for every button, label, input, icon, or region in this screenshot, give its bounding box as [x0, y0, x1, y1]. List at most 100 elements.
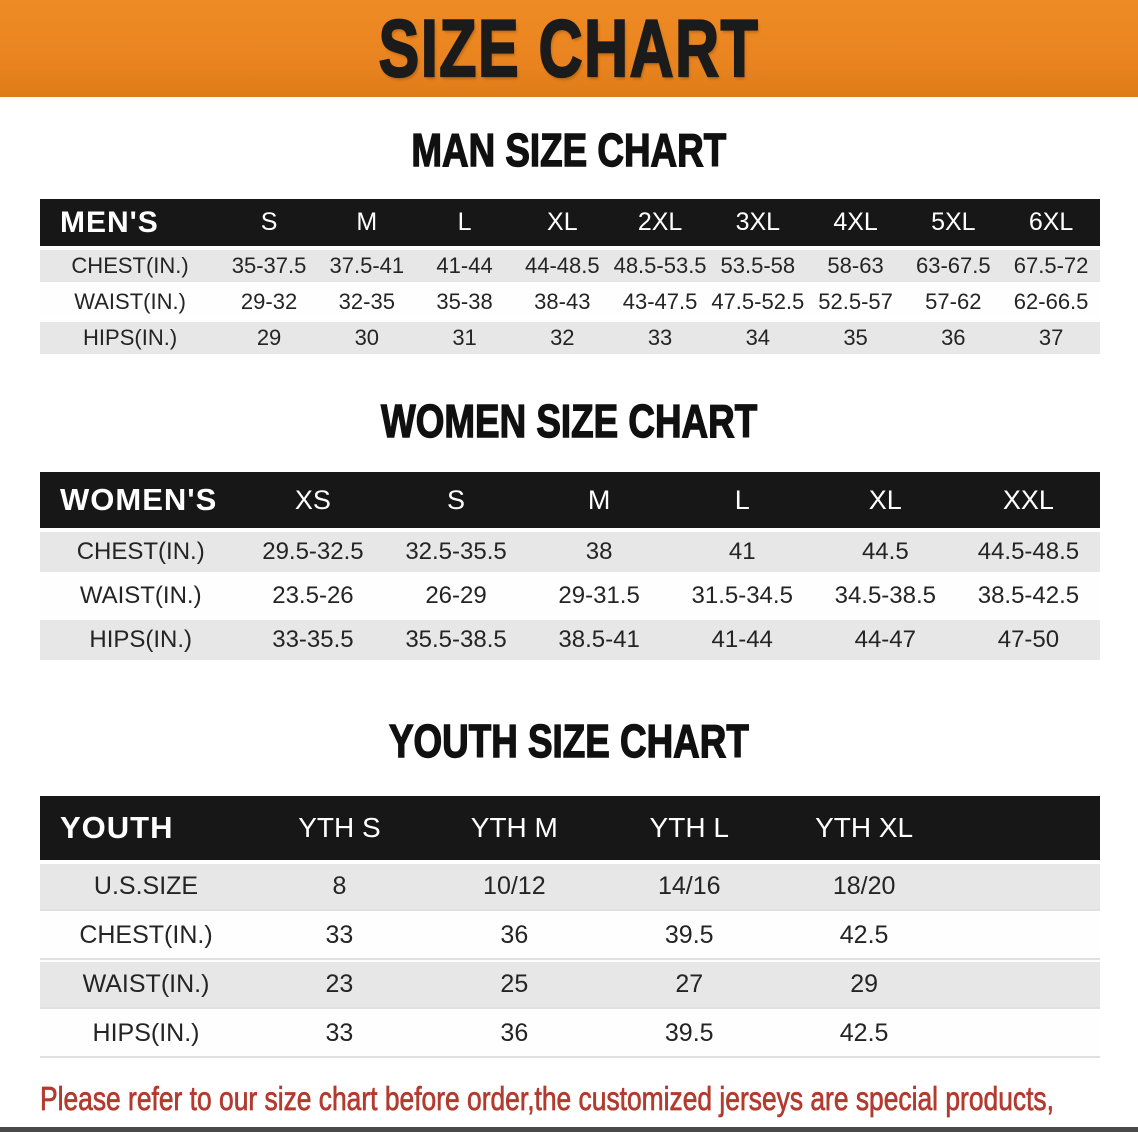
size-cell: 14/16: [601, 864, 777, 909]
column-header: XS: [241, 472, 385, 528]
youth-header-row: YOUTH YTH S YTH M YTH L YTH XL: [40, 796, 1100, 860]
column-header: 2XL: [611, 199, 709, 246]
size-cell: 42.5: [776, 1011, 952, 1056]
column-header: 5XL: [904, 199, 1003, 246]
size-cell: 42.5: [776, 913, 952, 958]
table-row: WAIST(IN.) 23 25 27 29: [40, 962, 1100, 1007]
column-header: S: [220, 199, 318, 246]
women-size-section: WOMEN SIZE CHART WOMEN'S XS S M L XL XXL CHEST(I…: [0, 394, 1138, 664]
row-label: HIPS(IN.): [40, 322, 221, 354]
size-cell: 58-63: [806, 250, 905, 282]
row-spacer: [951, 913, 1100, 958]
size-cell: 23: [252, 962, 427, 1007]
youth-table-wrap: YOUTH YTH S YTH M YTH L YTH XL U.S.SIZE 8 10/12…: [40, 792, 1100, 1060]
column-header: YTH M: [426, 796, 602, 860]
column-header: 3XL: [708, 199, 807, 246]
size-cell: 36: [426, 913, 602, 958]
youth-size-section: YOUTH SIZE CHART YOUTH YTH S YTH M YTH L YTH …: [0, 714, 1138, 1060]
women-heading-text: WOMEN SIZE CHART: [380, 394, 758, 447]
women-header-row: WOMEN'S XS S M L XL XXL: [40, 472, 1100, 528]
men-header-row: MEN'S S M L XL 2XL 3XL 4XL 5XL 6XL: [40, 199, 1100, 246]
size-cell: 38.5-41: [527, 620, 671, 660]
size-cell: 47.5-52.5: [708, 286, 807, 318]
table-row: CHEST(IN.) 33 36 39.5 42.5: [40, 913, 1100, 958]
row-label: CHEST(IN.): [40, 250, 221, 282]
size-cell: 25: [426, 962, 602, 1007]
men-heading-text: MAN SIZE CHART: [411, 123, 727, 176]
men-size-table: MEN'S S M L XL 2XL 3XL 4XL 5XL 6XL CHEST(IN.) 35-37…: [40, 195, 1100, 358]
column-header: XL: [813, 472, 957, 528]
size-cell: 47-50: [956, 620, 1100, 660]
size-cell: 41-44: [670, 620, 814, 660]
women-header-label: WOMEN'S: [40, 472, 242, 528]
size-cell: 39.5: [601, 913, 777, 958]
size-cell: 62-66.5: [1002, 286, 1100, 318]
men-section-heading: MAN SIZE CHART: [0, 123, 1138, 177]
size-cell: 43-47.5: [611, 286, 709, 318]
column-header: YTH S: [252, 796, 427, 860]
table-row: HIPS(IN.) 29 30 31 32 33 34 35 36 37: [40, 322, 1100, 354]
size-cell: 33: [252, 913, 427, 958]
sections: MAN SIZE CHART MEN'S S M L XL 2XL 3XL 4XL 5XL 6XL C…: [0, 123, 1138, 1060]
size-cell: 35.5-38.5: [384, 620, 528, 660]
bottom-bar: [0, 1127, 1138, 1132]
women-size-table: WOMEN'S XS S M L XL XXL CHEST(IN.) 29.5-32.5 32.5…: [40, 468, 1100, 664]
disclaimer: Please refer to our size chart before or…: [40, 1076, 1138, 1132]
size-cell: 26-29: [384, 576, 528, 616]
table-row: HIPS(IN.) 33-35.5 35.5-38.5 38.5-41 41-44 44-…: [40, 620, 1100, 660]
size-cell: 44.5: [813, 532, 957, 572]
size-cell: 33: [252, 1011, 427, 1056]
size-cell: 53.5-58: [708, 250, 807, 282]
size-cell: 34.5-38.5: [813, 576, 957, 616]
size-cell: 37.5-41: [317, 250, 416, 282]
size-cell: 23.5-26: [241, 576, 385, 616]
column-header: 4XL: [806, 199, 905, 246]
disclaimer-line-1: Please refer to our size chart before or…: [40, 1080, 1055, 1118]
size-cell: 44-48.5: [513, 250, 612, 282]
column-header: 6XL: [1002, 199, 1100, 246]
youth-heading-text: YOUTH SIZE CHART: [389, 714, 750, 767]
size-cell: 38.5-42.5: [956, 576, 1100, 616]
row-label: CHEST(IN.): [40, 913, 252, 958]
size-cell: 29: [776, 962, 952, 1007]
column-header: L: [670, 472, 814, 528]
row-label: WAIST(IN.): [40, 576, 242, 616]
column-header: YTH XL: [776, 796, 952, 860]
size-cell: 27: [601, 962, 777, 1007]
size-cell: 10/12: [426, 864, 602, 909]
size-cell: 67.5-72: [1002, 250, 1100, 282]
men-size-section: MAN SIZE CHART MEN'S S M L XL 2XL 3XL 4XL 5XL 6XL C…: [0, 123, 1138, 358]
column-header: L: [415, 199, 514, 246]
youth-section-heading: YOUTH SIZE CHART: [0, 714, 1138, 768]
banner: SIZE CHART: [0, 0, 1138, 100]
size-cell: 39.5: [601, 1011, 777, 1056]
size-cell: 44.5-48.5: [956, 532, 1100, 572]
youth-size-table: YOUTH YTH S YTH M YTH L YTH XL U.S.SIZE 8 10/12…: [40, 792, 1100, 1060]
table-row: CHEST(IN.) 35-37.5 37.5-41 41-44 44-48.5 48.5…: [40, 250, 1100, 282]
size-cell: 34: [708, 322, 807, 354]
size-cell: 31: [415, 322, 514, 354]
size-cell: 48.5-53.5: [611, 250, 709, 282]
youth-header-label: YOUTH: [40, 796, 252, 860]
column-header: S: [384, 472, 528, 528]
table-row: CHEST(IN.) 29.5-32.5 32.5-35.5 38 41 44.5 44.5…: [40, 532, 1100, 572]
column-header: XL: [513, 199, 612, 246]
size-cell: 33-35.5: [241, 620, 385, 660]
size-cell: 18/20: [776, 864, 952, 909]
column-header: M: [317, 199, 416, 246]
header-spacer: [951, 796, 1100, 860]
size-cell: 52.5-57: [806, 286, 905, 318]
size-cell: 36: [904, 322, 1003, 354]
row-label: CHEST(IN.): [40, 532, 242, 572]
size-cell: 36: [426, 1011, 602, 1056]
size-cell: 32: [513, 322, 612, 354]
size-cell: 32-35: [317, 286, 416, 318]
size-cell: 29-32: [220, 286, 318, 318]
men-header-label: MEN'S: [40, 199, 221, 246]
row-label: WAIST(IN.): [40, 962, 252, 1007]
size-cell: 31.5-34.5: [670, 576, 814, 616]
size-cell: 41: [670, 532, 814, 572]
women-section-heading: WOMEN SIZE CHART: [0, 394, 1138, 448]
size-cell: 32.5-35.5: [384, 532, 528, 572]
